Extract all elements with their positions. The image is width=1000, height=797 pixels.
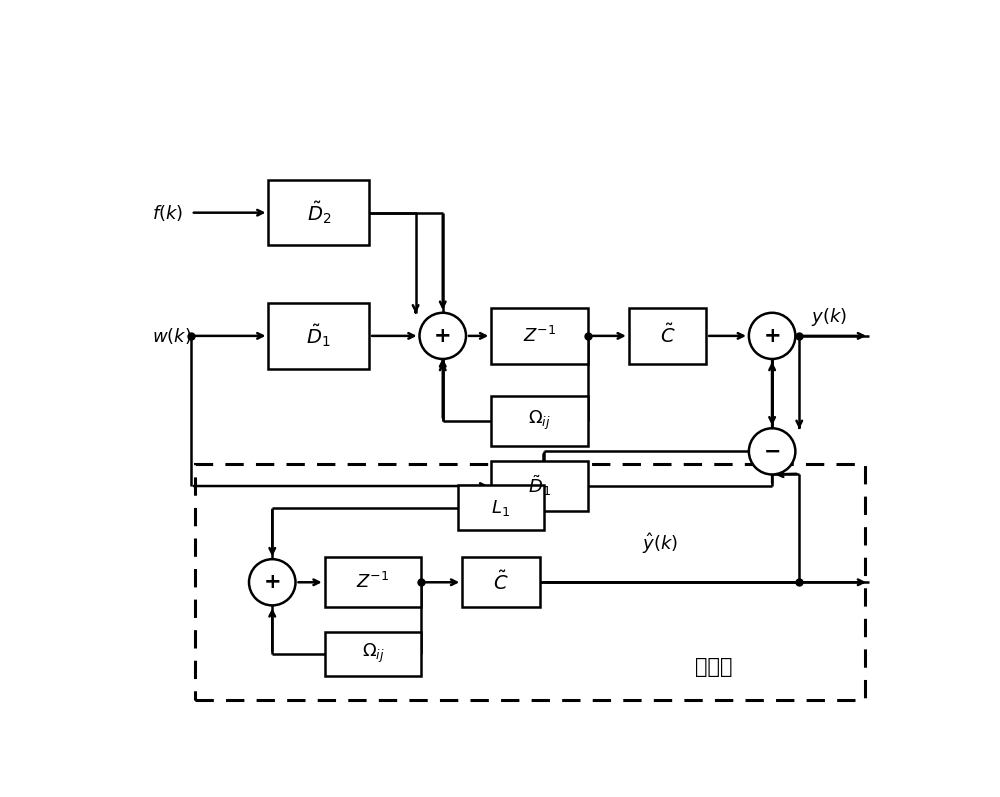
Bar (325, 631, 421, 676)
Bar (629, 308, 706, 363)
Bar (195, 465, 865, 700)
Text: $\hat{y}(k)$: $\hat{y}(k)$ (642, 532, 678, 556)
Bar (491, 461, 588, 511)
Text: $\tilde{C}$: $\tilde{C}$ (660, 324, 675, 347)
Bar (458, 485, 544, 530)
Text: $\tilde{C}$: $\tilde{C}$ (493, 571, 509, 594)
Bar (491, 308, 588, 363)
Circle shape (420, 312, 466, 359)
Text: $\Omega_{ij}$: $\Omega_{ij}$ (362, 642, 384, 665)
Text: $w(k)$: $w(k)$ (152, 326, 192, 346)
Text: +: + (763, 326, 781, 346)
Text: $y(k)$: $y(k)$ (811, 305, 847, 328)
Text: $\tilde{D}_{1}$: $\tilde{D}_{1}$ (528, 473, 551, 498)
Text: +: + (263, 572, 281, 592)
Text: $\tilde{D}_{2}$: $\tilde{D}_{2}$ (307, 199, 331, 226)
Bar (268, 180, 369, 245)
Circle shape (749, 428, 795, 474)
Text: −: − (763, 442, 781, 461)
Text: $f(k)$: $f(k)$ (152, 202, 183, 222)
Bar (325, 557, 421, 607)
Bar (462, 557, 540, 607)
Text: +: + (434, 326, 452, 346)
Bar (268, 303, 369, 368)
Text: $Z^{-1}$: $Z^{-1}$ (356, 572, 390, 592)
Circle shape (249, 559, 296, 606)
Text: 观测器: 观测器 (695, 657, 733, 677)
Text: $L_{1}$: $L_{1}$ (491, 497, 510, 517)
Bar (491, 395, 588, 446)
Text: $Z^{-1}$: $Z^{-1}$ (523, 326, 556, 346)
Text: $\Omega_{ij}$: $\Omega_{ij}$ (528, 409, 551, 432)
Text: $\tilde{D}_{1}$: $\tilde{D}_{1}$ (306, 323, 331, 349)
Circle shape (749, 312, 795, 359)
